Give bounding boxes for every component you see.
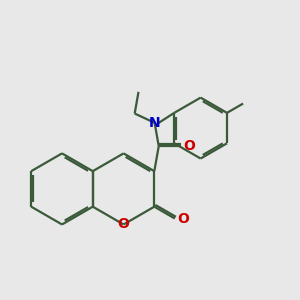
- Text: N: N: [149, 116, 161, 130]
- Text: O: O: [183, 139, 195, 153]
- Text: O: O: [118, 218, 130, 232]
- Text: O: O: [178, 212, 189, 226]
